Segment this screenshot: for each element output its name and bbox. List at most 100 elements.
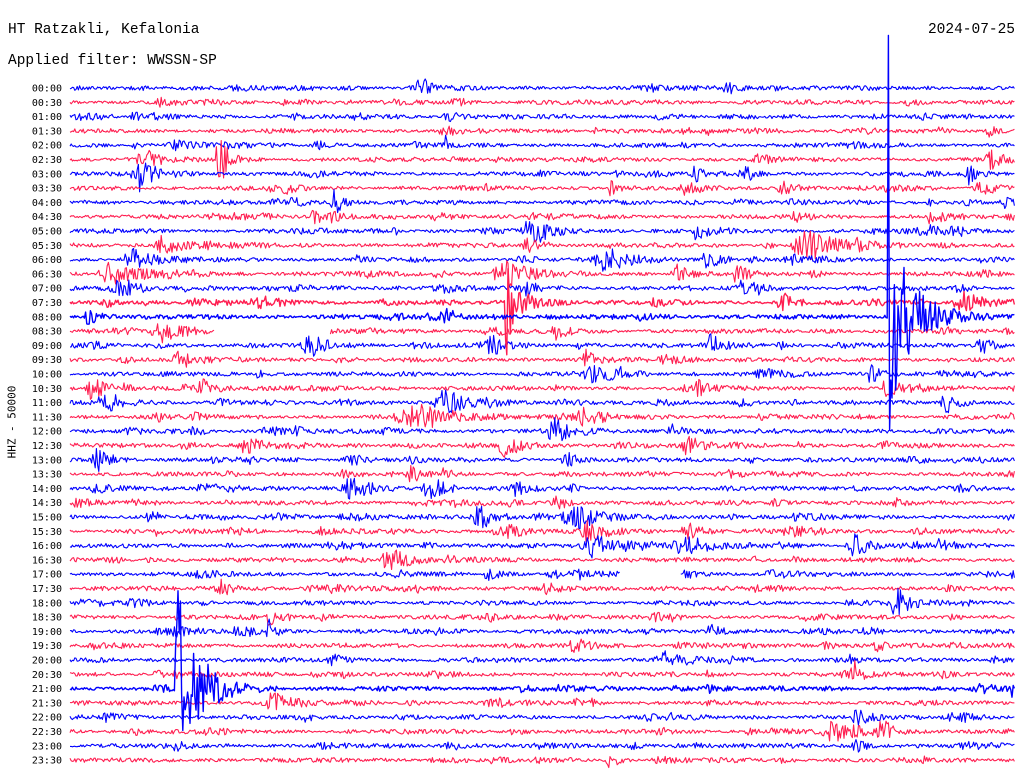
time-label: 01:00 bbox=[32, 112, 62, 123]
trace-row-16-30 bbox=[69, 549, 1015, 571]
time-label: 06:00 bbox=[32, 255, 62, 266]
trace-row-18-30 bbox=[69, 611, 1015, 626]
time-label: 12:00 bbox=[32, 427, 62, 438]
time-label: 07:00 bbox=[32, 284, 62, 295]
time-label: 02:30 bbox=[32, 155, 62, 166]
time-label: 04:30 bbox=[32, 212, 62, 223]
station-title: HT Ratzakli, Kefalonia bbox=[8, 22, 200, 38]
trace-row-23-00 bbox=[70, 739, 1015, 753]
time-label: 14:30 bbox=[32, 498, 62, 509]
time-label: 05:30 bbox=[32, 241, 62, 252]
trace-row-09-00 bbox=[70, 333, 1015, 357]
trace-row-00-30 bbox=[69, 96, 1015, 108]
trace-row-01-00 bbox=[69, 111, 1015, 123]
trace-row-04-00 bbox=[69, 189, 1015, 214]
date-label: 2024-07-25 bbox=[927, 22, 1015, 38]
trace-row-11-30 bbox=[69, 403, 1015, 428]
time-label: 13:00 bbox=[32, 455, 62, 466]
time-label: 16:00 bbox=[32, 541, 62, 552]
trace-row-11-00 bbox=[69, 389, 1015, 414]
trace-row-05-00 bbox=[69, 220, 1015, 243]
time-label: 13:30 bbox=[32, 470, 62, 481]
trace-row-06-00 bbox=[69, 247, 1015, 272]
trace-row-20-30 bbox=[69, 660, 1015, 680]
time-label: 11:00 bbox=[32, 398, 62, 409]
time-label: 05:00 bbox=[32, 227, 62, 238]
time-label: 18:30 bbox=[32, 613, 62, 624]
time-label: 22:30 bbox=[32, 727, 62, 738]
trace-row-21-00 bbox=[69, 590, 1016, 732]
trace-row-22-30 bbox=[69, 720, 1015, 742]
trace-row-21-30 bbox=[69, 692, 1015, 711]
trace-row-19-00 bbox=[69, 618, 1015, 638]
time-label: 00:00 bbox=[32, 84, 62, 95]
time-label: 15:30 bbox=[32, 527, 62, 538]
time-label: 09:00 bbox=[32, 341, 62, 352]
trace-row-14-30 bbox=[69, 495, 1015, 510]
time-label: 06:30 bbox=[32, 269, 62, 280]
trace-row-08-30 bbox=[69, 323, 1015, 344]
trace-row-10-30 bbox=[69, 378, 1015, 400]
trace-row-05-30 bbox=[69, 230, 1015, 260]
trace-row-20-00 bbox=[69, 650, 1015, 667]
time-label: 17:00 bbox=[32, 570, 62, 581]
trace-row-18-00 bbox=[69, 587, 1015, 616]
time-label: 10:30 bbox=[32, 384, 62, 395]
trace-row-12-30 bbox=[69, 435, 1015, 458]
time-label: 21:00 bbox=[32, 684, 62, 695]
time-label: 15:00 bbox=[32, 513, 62, 524]
time-label: 18:00 bbox=[32, 598, 62, 609]
trace-row-08-00 bbox=[69, 34, 1015, 431]
trace-row-03-30 bbox=[69, 180, 1015, 197]
time-label: 08:00 bbox=[32, 312, 62, 323]
trace-row-17-30 bbox=[69, 578, 1015, 596]
time-label: 20:00 bbox=[32, 656, 62, 667]
time-label: 10:00 bbox=[32, 370, 62, 381]
time-label: 08:30 bbox=[32, 327, 62, 338]
trace-row-17-00 bbox=[69, 568, 1015, 581]
time-label: 12:30 bbox=[32, 441, 62, 452]
trace-row-13-30 bbox=[69, 465, 1015, 483]
time-label: 01:30 bbox=[32, 126, 62, 137]
time-label: 03:30 bbox=[32, 184, 62, 195]
trace-row-02-00 bbox=[69, 134, 1015, 152]
trace-row-23-30 bbox=[69, 755, 1015, 769]
trace-row-03-00 bbox=[69, 162, 1015, 193]
trace-row-12-00 bbox=[69, 416, 1015, 442]
time-label: 14:00 bbox=[32, 484, 62, 495]
trace-group bbox=[69, 34, 1016, 769]
trace-row-15-00 bbox=[69, 505, 1015, 530]
trace-row-01-30 bbox=[69, 125, 1015, 138]
time-label: 16:30 bbox=[32, 555, 62, 566]
trace-row-10-00 bbox=[69, 364, 1015, 384]
trace-row-19-30 bbox=[69, 638, 1015, 653]
filter-label: Applied filter: WWSSN-SP bbox=[8, 53, 217, 69]
time-label: 04:00 bbox=[32, 198, 62, 209]
trace-row-13-00 bbox=[69, 447, 1015, 472]
time-label: 11:30 bbox=[32, 412, 62, 423]
time-label: 23:30 bbox=[32, 756, 62, 767]
trace-row-09-30 bbox=[69, 348, 1015, 368]
trace-row-00-00 bbox=[69, 78, 1015, 95]
time-label: 00:30 bbox=[32, 98, 62, 109]
trace-row-02-30 bbox=[69, 140, 1015, 179]
time-label: 17:30 bbox=[32, 584, 62, 595]
time-label: 20:30 bbox=[32, 670, 62, 681]
trace-row-07-30 bbox=[69, 268, 1016, 356]
time-label: 09:30 bbox=[32, 355, 62, 366]
trace-row-16-00 bbox=[69, 533, 1015, 559]
channel-scale-label: HHZ - 50000 bbox=[5, 385, 19, 459]
trace-row-07-00 bbox=[69, 279, 1015, 297]
time-label: 22:00 bbox=[32, 713, 62, 724]
trace-row-14-00 bbox=[69, 477, 1015, 500]
trace-row-22-00 bbox=[69, 709, 1015, 726]
time-label: 03:00 bbox=[32, 169, 62, 180]
trace-row-06-30 bbox=[69, 260, 1015, 288]
trace-row-04-30 bbox=[69, 209, 1015, 225]
trace-row-15-30 bbox=[69, 520, 1015, 542]
time-labels: 00:00 00:30 01:00 01:30 02:00 02:30 03:00 03:30… bbox=[32, 84, 62, 767]
time-label: 21:30 bbox=[32, 698, 62, 709]
time-label: 07:30 bbox=[32, 298, 62, 309]
